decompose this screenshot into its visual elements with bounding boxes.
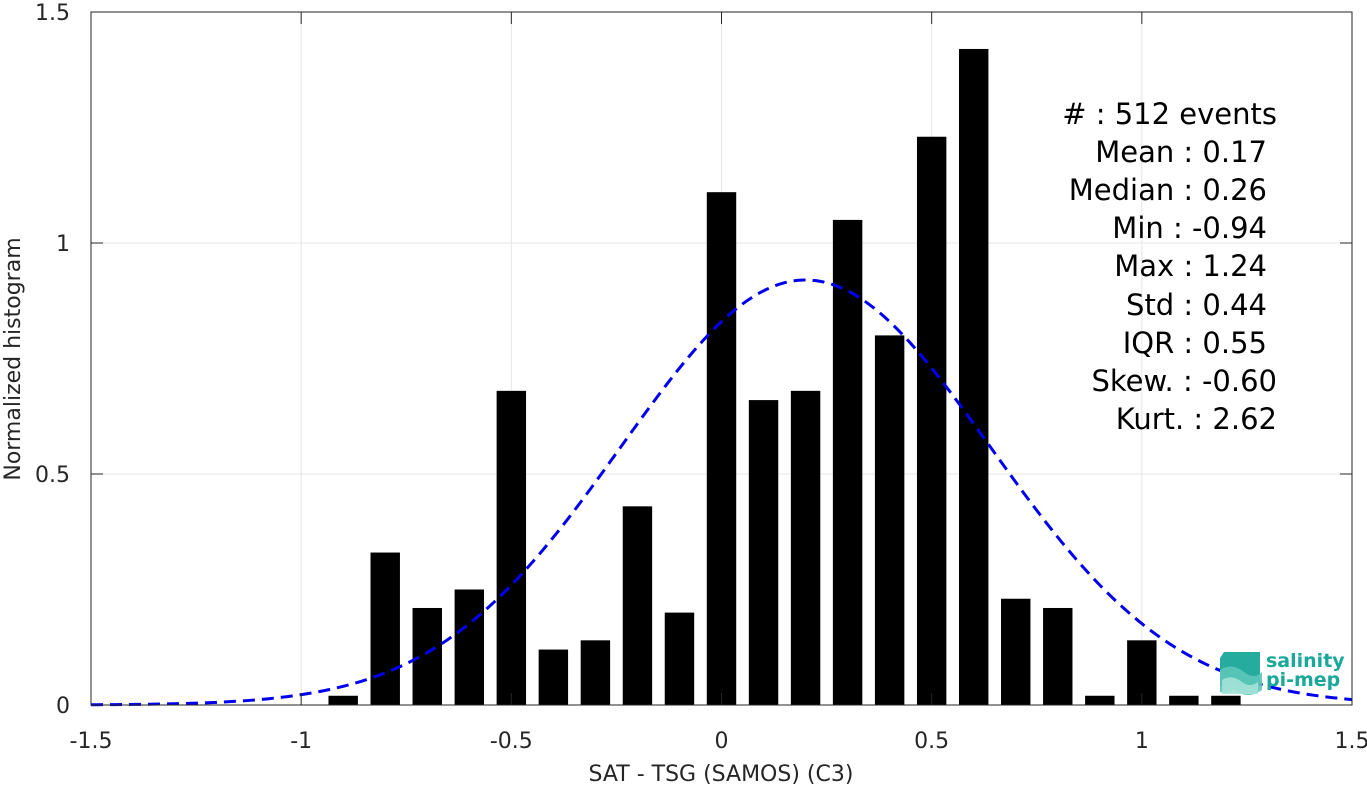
x-tick-labels: -1.5 -1 -0.5 0 0.5 1 1.5 — [70, 729, 1367, 754]
bar-14 — [916, 136, 947, 706]
stats-box: # : 512 events Mean : 0.17 Median : 0.26… — [1062, 97, 1277, 436]
bar-1 — [370, 552, 400, 705]
axis-ticks — [90, 11, 1353, 706]
bar-16 — [1001, 598, 1031, 705]
bar-2 — [412, 607, 442, 705]
x-tick-label-6: 1.5 — [1335, 729, 1367, 754]
stat-std: Std : 0.44 — [1126, 288, 1267, 322]
bar-15 — [958, 48, 989, 705]
x-axis-label: SAT - TSG (SAMOS) (C3) — [589, 762, 854, 785]
x-tick-label-3: 0 — [715, 729, 729, 754]
stat-kurt: Kurt. : 2.62 — [1116, 402, 1277, 436]
bar-20 — [1169, 695, 1199, 705]
x-tick-label-2: -0.5 — [490, 729, 533, 754]
stat-iqr: IQR : 0.55 — [1123, 326, 1267, 360]
wave-icon — [1220, 652, 1262, 695]
bar-0 — [328, 695, 358, 705]
y-tick-labels: 0 0.5 1 1.5 — [35, 1, 70, 719]
bar-5 — [538, 649, 569, 705]
bar-9 — [706, 192, 737, 705]
logo-line-salinity: salinity — [1266, 650, 1345, 672]
bar-17 — [1043, 607, 1073, 705]
y-tick-label-1: 0.5 — [35, 463, 70, 488]
stat-mean: Mean : 0.17 — [1095, 135, 1267, 169]
bar-8 — [664, 612, 695, 705]
bar-21 — [1211, 695, 1241, 705]
bar-6 — [580, 640, 611, 705]
bar-11 — [790, 390, 821, 705]
bar-13 — [874, 335, 905, 705]
stat-events: # : 512 events — [1062, 97, 1277, 131]
x-tick-label-5: 1 — [1135, 729, 1149, 754]
y-tick-label-2: 1 — [56, 232, 70, 257]
x-tick-label-0: -1.5 — [70, 729, 113, 754]
logo-line-pimep: pi-mep — [1266, 669, 1340, 691]
y-axis-label: Normalized histogram — [1, 237, 26, 480]
bar-4 — [496, 390, 527, 705]
bar-18 — [1085, 695, 1115, 705]
histogram-bars — [328, 48, 1241, 706]
bar-3 — [454, 589, 485, 705]
stat-skew: Skew. : -0.60 — [1091, 364, 1277, 398]
x-tick-label-1: -1 — [290, 729, 312, 754]
y-tick-label-3: 1.5 — [35, 1, 70, 26]
stat-min: Min : -0.94 — [1112, 211, 1267, 245]
salinity-pimep-logo: salinity pi-mep — [1220, 650, 1345, 695]
bar-12 — [832, 219, 863, 705]
x-tick-label-4: 0.5 — [914, 729, 949, 754]
stat-max: Max : 1.24 — [1114, 249, 1267, 283]
bar-10 — [748, 400, 779, 705]
bar-7 — [622, 506, 653, 705]
y-tick-label-0: 0 — [56, 694, 70, 719]
stat-median: Median : 0.26 — [1069, 173, 1267, 207]
